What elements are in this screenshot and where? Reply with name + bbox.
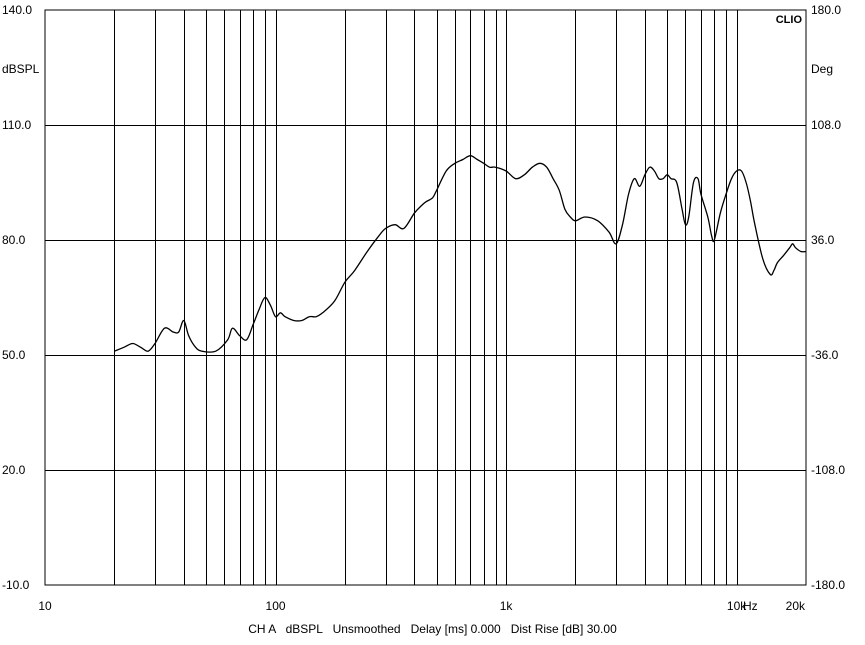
right-axis-tick-label: -108.0 <box>811 463 845 477</box>
left-axis-tick-label: 20.0 <box>2 463 26 477</box>
vertical-grid <box>114 10 738 585</box>
left-axis-tick-label: 50.0 <box>2 348 26 362</box>
footer-dist-rise: Dist Rise [dB] 30.00 <box>510 622 617 636</box>
right-axis-tick-label: 180.0 <box>811 3 841 17</box>
footer-channel: CH A <box>248 622 276 636</box>
right-axis-tick-label: 36.0 <box>811 233 835 247</box>
left-axis-tick-label: 110.0 <box>2 118 31 132</box>
right-axis-tick-label: -180.0 <box>811 578 845 592</box>
footer-delay: Delay [ms] 0.000 <box>410 622 501 636</box>
plot-frame <box>44 9 807 586</box>
right-axis-tick-label: -36.0 <box>811 348 839 362</box>
right-axis-tick-label: 108.0 <box>811 118 841 132</box>
x-axis-tick-label: 20k <box>786 599 806 613</box>
x-axis-unit: Hz <box>743 599 758 613</box>
measurement-info-footer: CH A dBSPL Unsmoothed Delay [ms] 0.000 D… <box>0 622 865 636</box>
right-axis-tick-labels: 180.0 108.0 36.0 -36.0 -108.0 -180.0 <box>811 3 845 592</box>
horizontal-grid <box>45 125 806 471</box>
footer-smoothing: Unsmoothed <box>332 622 401 636</box>
x-axis-tick-label: 10k <box>727 599 747 613</box>
left-axis-tick-label: 80.0 <box>2 233 26 247</box>
frequency-response-chart: 140.0 110.0 80.0 50.0 20.0 -10.0 180.0 108.0 36… <box>2 3 845 613</box>
footer-unit: dBSPL <box>285 622 323 636</box>
left-axis-tick-labels: 140.0 110.0 80.0 50.0 20.0 -10.0 <box>2 3 32 592</box>
left-axis-tick-label: -10.0 <box>2 578 30 592</box>
series-layer <box>114 155 807 353</box>
x-axis-tick-label: 10 <box>38 599 52 613</box>
x-axis-tick-labels: 10 100 1k 10k 20k <box>38 599 806 613</box>
series-line <box>114 155 807 353</box>
left-axis-unit: dBSPL <box>2 62 40 76</box>
left-axis-tick-label: 140.0 <box>2 3 32 17</box>
x-axis-tick-label: 100 <box>266 599 286 613</box>
clio-brand-label: CLIO <box>776 14 803 26</box>
right-axis-unit: Deg <box>811 62 833 76</box>
x-axis-tick-label: 1k <box>500 599 514 613</box>
